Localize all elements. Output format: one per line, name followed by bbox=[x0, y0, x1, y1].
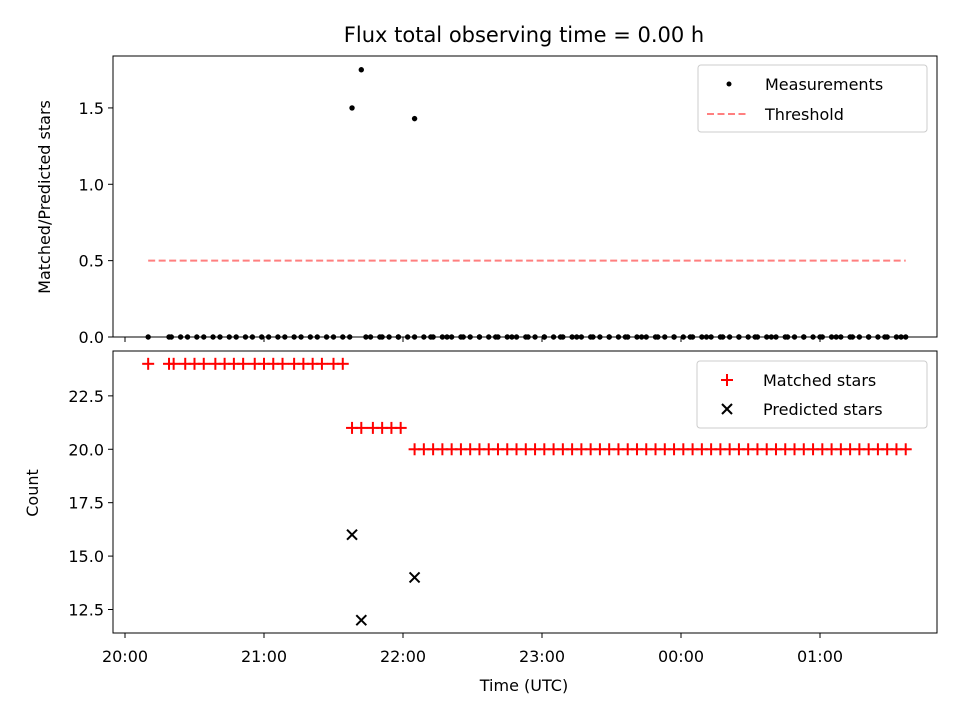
y-tick-label: 12.5 bbox=[68, 601, 104, 620]
x-tick-label: 22:00 bbox=[380, 647, 426, 666]
top-legend-box bbox=[697, 64, 928, 133]
y-tick-label: 22.5 bbox=[68, 387, 104, 406]
y-tick-label: 17.5 bbox=[68, 494, 104, 513]
y-tick-label: 0.5 bbox=[79, 252, 104, 271]
x-tick-label: 21:00 bbox=[241, 647, 287, 666]
bottom-legend: Matched stars Predicted stars bbox=[696, 360, 928, 429]
matched-star-marker bbox=[899, 443, 912, 456]
top-x-ticks bbox=[124, 337, 821, 342]
y-tick-label: 1.0 bbox=[79, 175, 104, 194]
bottom-axes-frame bbox=[112, 350, 938, 634]
x-tick-label: 23:00 bbox=[519, 647, 565, 666]
bottom-y-ticks: 12.5 15.0 17.5 20.0 22.5 bbox=[68, 387, 113, 620]
x-tick-label: 20:00 bbox=[102, 647, 148, 666]
x-tick-label: 01:00 bbox=[797, 647, 843, 666]
matched-star-marker bbox=[237, 357, 250, 370]
predicted-star-marker bbox=[408, 571, 421, 584]
bottom-y-axis-label: Count bbox=[23, 469, 42, 517]
legend-measurements-label: Measurements bbox=[765, 75, 883, 94]
y-tick-label: 1.5 bbox=[79, 99, 104, 118]
legend-measurements-marker bbox=[726, 81, 732, 87]
predicted-star-marker bbox=[355, 614, 368, 626]
matched-star-marker bbox=[315, 357, 328, 370]
measurement-point bbox=[358, 67, 364, 73]
matched-star-marker bbox=[167, 357, 180, 370]
legend-predicted-stars-marker bbox=[721, 403, 733, 415]
matched-star-marker bbox=[355, 421, 368, 434]
matched-star-marker bbox=[142, 357, 155, 370]
x-tick-label: 00:00 bbox=[658, 647, 704, 666]
y-tick-label: 15.0 bbox=[68, 547, 104, 566]
bottom-plot: 12.5 15.0 17.5 20.0 22.5 20:00 21:00 22:00 23:0… bbox=[23, 350, 938, 695]
legend-threshold-label: Threshold bbox=[764, 105, 844, 124]
legend-matched-stars-marker bbox=[721, 374, 733, 386]
legend-predicted-stars-label: Predicted stars bbox=[763, 400, 883, 419]
matched-star-marker bbox=[276, 357, 289, 370]
matched-star-marker bbox=[197, 357, 210, 370]
chart-title: Flux total observing time = 0.00 h bbox=[344, 23, 704, 47]
y-tick-label: 20.0 bbox=[68, 440, 104, 459]
matched-star-marker bbox=[336, 357, 349, 370]
measurement-point bbox=[349, 105, 355, 111]
bottom-legend-box bbox=[696, 360, 928, 429]
top-plot: 0.0 0.5 1.0 1.5 Matched/Predicted stars Mea… bbox=[35, 55, 938, 347]
top-y-axis-label: Matched/Predicted stars bbox=[35, 100, 54, 294]
x-axis-label: Time (UTC) bbox=[479, 676, 568, 695]
predicted-star-marker bbox=[346, 529, 358, 541]
top-legend: Measurements Threshold bbox=[697, 64, 928, 133]
y-tick-label: 0.0 bbox=[79, 328, 104, 347]
bottom-x-ticks: 20:00 21:00 22:00 23:00 00:00 01:00 bbox=[102, 633, 843, 666]
measurement-point bbox=[411, 115, 418, 122]
top-axes-frame bbox=[112, 55, 938, 338]
bottom-marks bbox=[142, 357, 912, 626]
matched-star-marker bbox=[394, 421, 407, 434]
top-y-ticks: 0.0 0.5 1.0 1.5 bbox=[79, 99, 113, 347]
legend-matched-stars-label: Matched stars bbox=[763, 371, 876, 390]
